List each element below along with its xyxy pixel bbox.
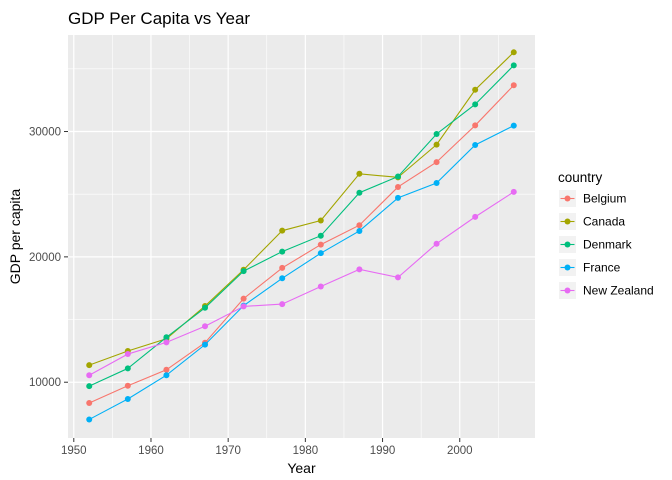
data-point-denmark	[86, 383, 93, 390]
plot-panel	[68, 35, 535, 438]
data-point-france	[163, 372, 170, 379]
legend-label: Denmark	[583, 238, 633, 252]
data-point-new-zealand	[394, 274, 401, 281]
data-point-france	[86, 416, 93, 423]
data-point-canada	[472, 86, 479, 93]
data-point-belgium	[510, 82, 517, 89]
data-point-new-zealand	[356, 266, 363, 273]
data-point-canada	[510, 49, 517, 56]
data-point-denmark	[240, 268, 247, 275]
data-point-belgium	[472, 122, 479, 129]
legend-key-point	[564, 218, 571, 225]
x-tick-label: 1990	[370, 445, 396, 457]
data-point-new-zealand	[317, 283, 324, 290]
data-point-france	[394, 194, 401, 201]
data-point-denmark	[317, 232, 324, 239]
x-tick-label: 1950	[61, 445, 87, 457]
y-tick-label: 10000	[29, 377, 61, 389]
legend-item-new-zealand: New Zealand	[559, 282, 654, 299]
legend-key-point	[564, 287, 571, 294]
x-tick-label: 2000	[447, 445, 473, 457]
legend-label: New Zealand	[583, 284, 654, 298]
data-point-denmark	[279, 248, 286, 255]
data-point-denmark	[356, 189, 363, 196]
axes: 1950 1960 1970 1980 1990 2000 10000 20000 30000	[29, 127, 473, 457]
series-line-belgium	[89, 84, 515, 404]
series-denmark	[86, 62, 517, 390]
series-new-zealand	[86, 188, 517, 379]
data-point-new-zealand	[279, 301, 286, 308]
legend-item-canada: Canada	[559, 213, 625, 230]
data-point-belgium	[86, 399, 93, 406]
legend-item-denmark: Denmark	[559, 236, 633, 253]
data-point-belgium	[163, 366, 170, 373]
x-axis-label: Year	[287, 460, 316, 476]
legend-key-point	[564, 264, 571, 271]
data-point-france	[202, 341, 209, 348]
data-point-denmark	[472, 101, 479, 108]
data-point-denmark	[510, 62, 517, 69]
data-point-denmark	[394, 173, 401, 180]
data-point-denmark	[433, 130, 440, 137]
data-point-canada	[317, 217, 324, 224]
data-point-new-zealand	[240, 303, 247, 310]
legend-title: country	[558, 170, 603, 185]
data-point-france	[433, 180, 440, 187]
data-point-denmark	[202, 304, 209, 311]
legend-label: Canada	[583, 215, 625, 229]
data-point-belgium	[433, 159, 440, 166]
data-point-france	[472, 141, 479, 148]
data-point-belgium	[317, 241, 324, 248]
y-tick-label: 20000	[29, 252, 61, 264]
legend-key-point	[564, 241, 571, 248]
data-point-canada	[279, 227, 286, 234]
legend-item-france: France	[559, 259, 621, 276]
data-point-new-zealand	[510, 188, 517, 195]
series-line-canada	[89, 51, 515, 366]
legend-item-belgium: Belgium	[559, 190, 626, 207]
chart-title: GDP Per Capita vs Year	[68, 9, 250, 28]
data-point-belgium	[394, 183, 401, 190]
series-belgium	[86, 82, 517, 406]
data-point-denmark	[163, 334, 170, 341]
data-point-new-zealand	[433, 240, 440, 247]
x-tick-label: 1960	[138, 445, 164, 457]
data-point-new-zealand	[472, 213, 479, 220]
data-point-france	[317, 250, 324, 257]
series-layer	[86, 49, 517, 423]
data-point-canada	[86, 362, 93, 369]
series-line-new-zealand	[88, 191, 515, 376]
data-point-new-zealand	[124, 351, 131, 358]
data-point-new-zealand	[163, 339, 170, 346]
data-point-canada	[433, 141, 440, 148]
data-point-belgium	[279, 264, 286, 271]
data-point-france	[279, 275, 286, 282]
data-point-new-zealand	[86, 372, 93, 379]
data-point-france	[510, 122, 517, 129]
x-tick-label: 1980	[293, 445, 319, 457]
series-france	[86, 122, 517, 423]
data-point-belgium	[240, 295, 247, 302]
series-line-france	[88, 125, 515, 420]
data-point-belgium	[356, 222, 363, 229]
series-line-denmark	[89, 64, 515, 387]
legend-key-point	[564, 195, 571, 202]
legend: country Belgium Canada Denmark France New Ze…	[558, 170, 654, 299]
data-point-denmark	[124, 365, 131, 372]
data-point-new-zealand	[202, 323, 209, 330]
legend-label: Belgium	[583, 192, 626, 206]
x-tick-label: 1970	[215, 445, 241, 457]
data-point-france	[124, 395, 131, 402]
y-tick-label: 30000	[29, 127, 61, 139]
data-point-belgium	[124, 382, 131, 389]
legend-label: France	[583, 261, 621, 275]
data-point-canada	[356, 170, 363, 177]
y-axis-label: GDP per capita	[7, 189, 23, 285]
data-point-france	[356, 227, 363, 234]
